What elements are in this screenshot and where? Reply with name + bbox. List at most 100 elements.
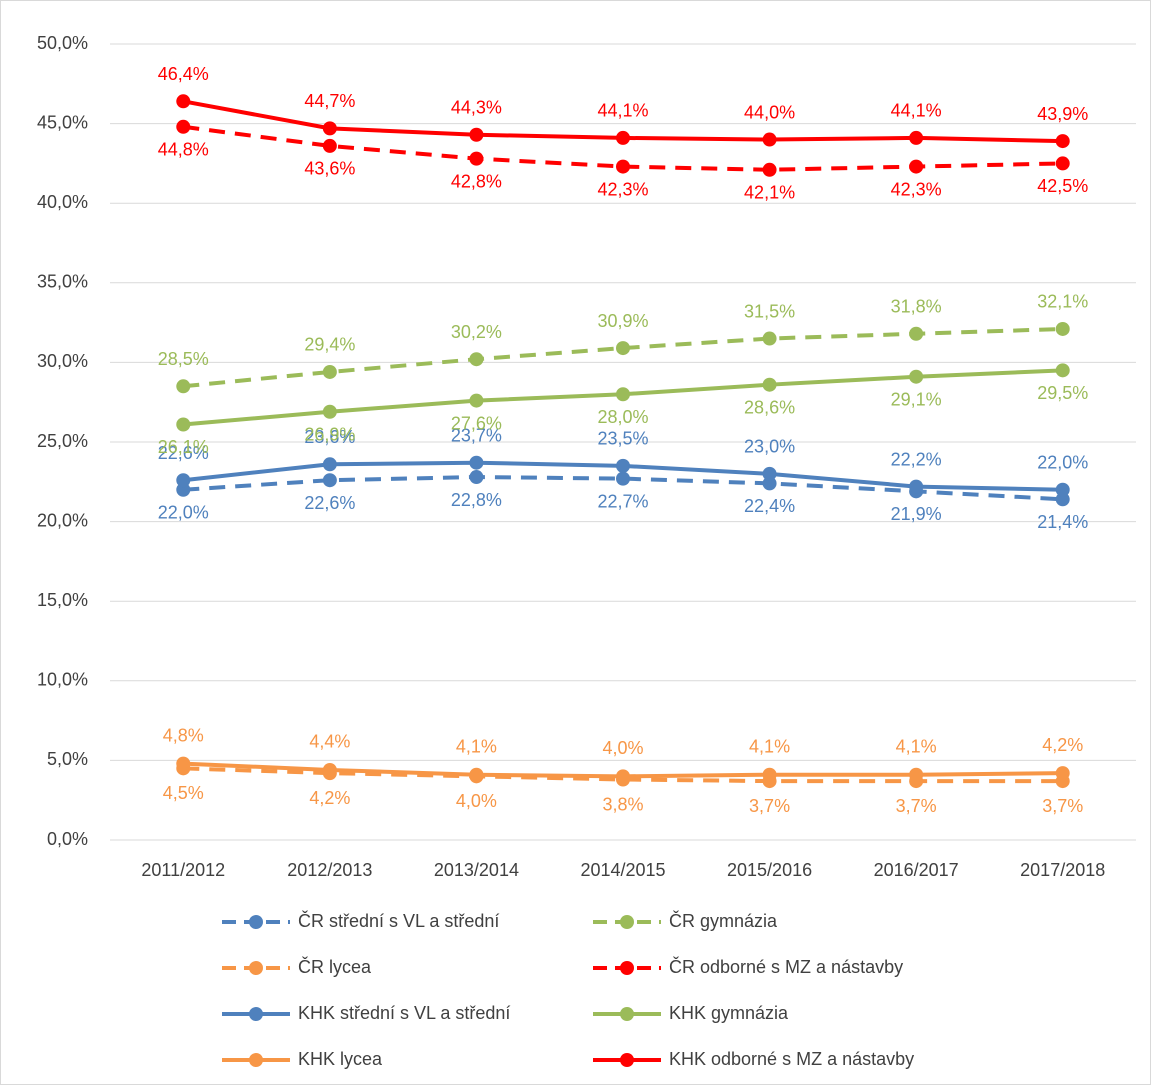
legend-label: ČR odborné s MZ a nástavby	[669, 956, 903, 977]
legend-label: KHK střední s VL a střední	[298, 1003, 510, 1023]
x-tick-label: 2011/2012	[141, 860, 225, 880]
data-label: 22,0%	[158, 503, 209, 523]
data-label: 4,0%	[602, 738, 643, 758]
data-label: 28,0%	[597, 407, 648, 427]
y-tick-label: 30,0%	[37, 351, 88, 371]
data-point	[909, 767, 924, 782]
data-label: 30,2%	[451, 322, 502, 342]
legend-marker	[620, 1007, 634, 1021]
data-point	[469, 455, 484, 470]
data-label: 4,2%	[309, 788, 350, 808]
data-label: 23,7%	[451, 425, 502, 445]
data-label: 4,1%	[749, 736, 790, 756]
data-point	[469, 470, 484, 485]
data-point	[322, 404, 337, 419]
data-label: 22,6%	[158, 443, 209, 463]
data-label: 42,5%	[1037, 176, 1088, 196]
legend-marker	[249, 915, 263, 929]
data-point	[909, 159, 924, 174]
data-point	[322, 121, 337, 136]
legend-marker	[620, 961, 634, 975]
data-label: 3,7%	[749, 796, 790, 816]
data-point	[1055, 363, 1070, 378]
data-point	[1055, 321, 1070, 336]
data-point	[322, 473, 337, 488]
legend-marker	[249, 1007, 263, 1021]
data-label: 31,5%	[744, 301, 795, 321]
data-point	[616, 471, 630, 486]
data-point	[762, 377, 777, 392]
data-label: 44,8%	[158, 140, 209, 160]
data-label: 42,8%	[451, 171, 502, 191]
data-label: 42,3%	[891, 179, 942, 199]
data-label: 29,1%	[891, 389, 942, 409]
data-point	[909, 369, 924, 384]
data-point	[762, 162, 777, 177]
legend-label: KHK odborné s MZ a nástavby	[669, 1049, 914, 1069]
data-label: 21,4%	[1037, 512, 1088, 532]
data-label: 44,7%	[304, 91, 355, 111]
data-point	[1055, 766, 1070, 781]
data-label: 22,0%	[1037, 453, 1088, 473]
data-point	[1055, 156, 1070, 171]
x-tick-label: 2016/2017	[874, 860, 959, 880]
data-label: 4,1%	[456, 736, 497, 756]
data-label: 23,6%	[304, 427, 355, 447]
data-point	[176, 417, 191, 432]
legend-marker	[620, 1053, 634, 1067]
x-tick-label: 2014/2015	[580, 860, 665, 880]
data-point	[1055, 482, 1070, 497]
data-label: 4,0%	[456, 791, 497, 811]
data-label: 3,8%	[602, 794, 643, 814]
x-tick-label: 2013/2014	[434, 860, 519, 880]
y-tick-label: 5,0%	[47, 749, 88, 769]
data-label: 44,3%	[451, 97, 502, 117]
y-tick-label: 0,0%	[47, 829, 88, 849]
data-label: 22,4%	[744, 496, 795, 516]
legend-marker	[249, 1053, 263, 1067]
data-label: 3,7%	[1042, 796, 1083, 816]
data-point	[909, 479, 924, 494]
legend-label: KHK lycea	[298, 1049, 383, 1069]
data-point	[762, 767, 777, 782]
x-tick-label: 2017/2018	[1020, 860, 1105, 880]
data-point	[616, 341, 630, 356]
data-point	[322, 138, 337, 153]
data-point	[469, 127, 484, 142]
data-label: 44,1%	[891, 101, 942, 121]
data-point	[616, 159, 630, 174]
x-tick-label: 2015/2016	[727, 860, 812, 880]
data-point	[616, 130, 630, 145]
data-point	[322, 364, 337, 379]
data-point	[762, 132, 777, 147]
data-label: 22,6%	[304, 493, 355, 513]
y-tick-label: 40,0%	[37, 192, 88, 212]
data-label: 46,4%	[158, 64, 209, 84]
data-label: 22,8%	[451, 490, 502, 510]
data-label: 42,3%	[597, 179, 648, 199]
legend-label: ČR lycea	[298, 956, 372, 977]
data-label: 3,7%	[896, 796, 937, 816]
data-point	[322, 457, 337, 472]
data-point	[469, 151, 484, 166]
data-point	[322, 762, 337, 777]
data-label: 42,1%	[744, 183, 795, 203]
legend-label: ČR gymnázia	[669, 910, 778, 931]
x-tick-label: 2012/2013	[287, 860, 372, 880]
data-point	[762, 466, 777, 481]
data-label: 32,1%	[1037, 292, 1088, 312]
data-label: 43,6%	[304, 159, 355, 179]
y-tick-label: 50,0%	[37, 33, 88, 53]
data-point	[176, 94, 191, 109]
data-point	[469, 352, 484, 367]
data-label: 4,1%	[896, 736, 937, 756]
data-point	[909, 326, 924, 341]
y-tick-label: 45,0%	[37, 112, 88, 132]
data-label: 4,4%	[309, 732, 350, 752]
data-label: 26,9%	[304, 425, 355, 445]
data-label: 4,5%	[163, 783, 204, 803]
data-point	[909, 130, 924, 145]
data-label: 23,5%	[597, 429, 648, 449]
